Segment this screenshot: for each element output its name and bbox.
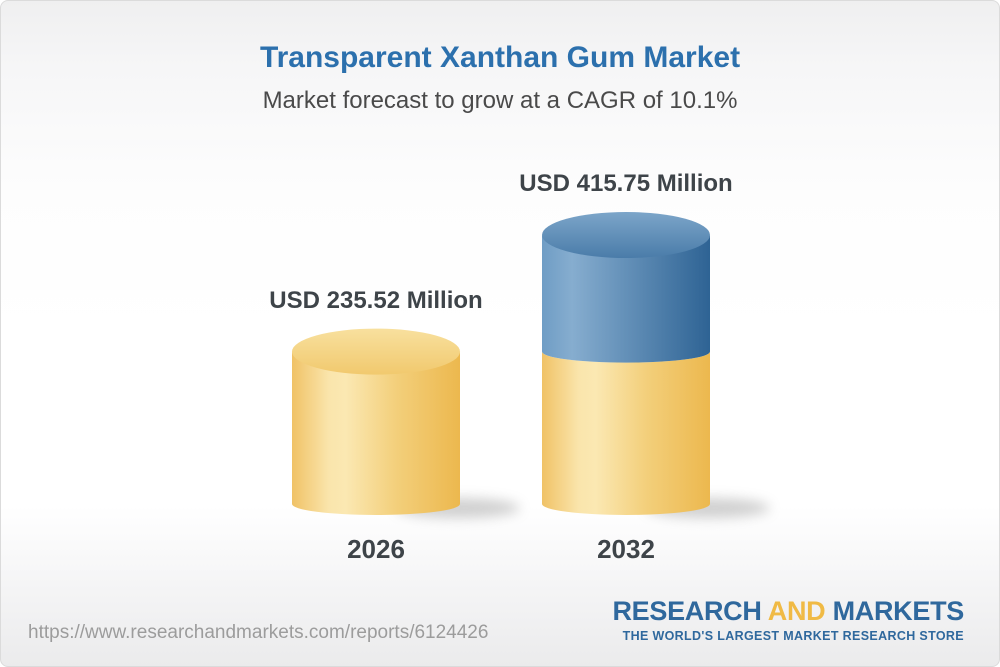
research-and-markets-logo: RESEARCH AND MARKETS THE WORLD'S LARGEST… [612,596,964,643]
logo-tagline: THE WORLD'S LARGEST MARKET RESEARCH STOR… [622,629,964,644]
cylinder-2032-top [542,212,710,259]
cylinder-2032-gold-segment [542,351,710,515]
logo-word-research: RESEARCH [612,596,762,626]
logo-wordmark: RESEARCH AND MARKETS [612,596,964,627]
cylinder-2026-body [292,351,460,515]
cylinder-2032-blue-segment [542,235,710,363]
cylinder-2032 [542,212,710,515]
logo-word-and: AND [767,596,826,626]
value-label-2026: USD 235.52 Million [269,286,483,314]
logo-word-markets: MARKETS [832,596,965,626]
cylinder-2026-top [292,328,460,375]
axis-label-2026: 2026 [347,534,405,564]
page-subtitle: Market forecast to grow at a CAGR of 10.… [262,87,738,114]
page-title: Transparent Xanthan Gum Market [259,41,741,74]
report-url-link[interactable]: https://www.researchandmarkets.com/repor… [28,622,489,643]
bars-layer [292,212,770,518]
value-label-2032: USD 415.75 Million [519,170,733,197]
axis-label-2032: 2032 [597,534,655,564]
cylinder-2026 [292,328,460,515]
